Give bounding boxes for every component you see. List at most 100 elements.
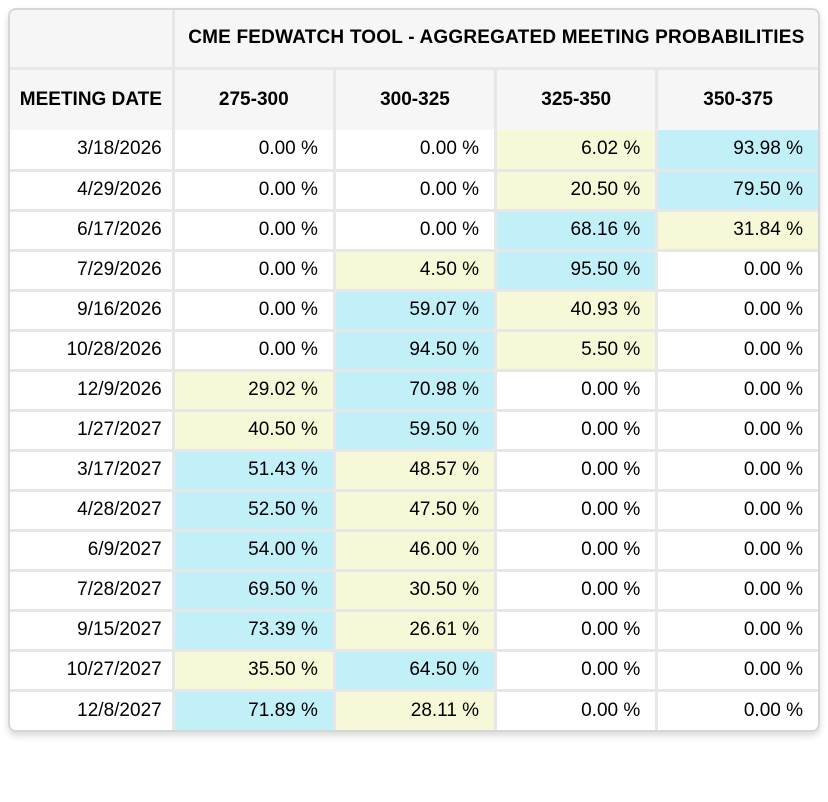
probability-cell: 0.00 %: [655, 368, 818, 412]
title-row: CME FEDWATCH TOOL - AGGREGATED MEETING P…: [10, 10, 818, 70]
probability-cell: 47.50 %: [332, 488, 498, 532]
probability-cell: 28.11 %: [332, 688, 498, 730]
probability-cell: 79.50 %: [655, 168, 818, 212]
probability-cell: 0.00 %: [655, 608, 818, 652]
column-header-meeting-date: MEETING DATE: [10, 66, 175, 130]
probability-cell: 64.50 %: [332, 648, 498, 692]
probability-cell: 70.98 %: [332, 368, 498, 412]
probability-cell: 35.50 %: [171, 648, 336, 692]
table-row: 3/18/2026 0.00 % 0.00 % 6.02 % 93.98 %: [10, 130, 818, 172]
probability-cell: 0.00 %: [494, 688, 659, 730]
table-row: 10/28/2026 0.00 % 94.50 % 5.50 % 0.00 %: [10, 328, 818, 372]
meeting-date-cell: 7/28/2027: [10, 568, 175, 612]
meeting-date-cell: 6/17/2026: [10, 208, 175, 252]
meeting-date-cell: 1/27/2027: [10, 408, 175, 452]
table-row: 12/9/2026 29.02 % 70.98 % 0.00 % 0.00 %: [10, 368, 818, 412]
probability-cell: 29.02 %: [171, 368, 336, 412]
table-row: 1/27/2027 40.50 % 59.50 % 0.00 % 0.00 %: [10, 408, 818, 452]
column-header-275-300: 275-300: [171, 66, 336, 130]
probability-cell: 95.50 %: [494, 248, 659, 292]
probability-cell: 71.89 %: [171, 688, 336, 730]
meeting-date-cell: 3/17/2027: [10, 448, 175, 492]
probability-cell: 69.50 %: [171, 568, 336, 612]
table-title: CME FEDWATCH TOOL - AGGREGATED MEETING P…: [171, 10, 818, 70]
probability-cell: 0.00 %: [655, 288, 818, 332]
probability-cell: 0.00 %: [655, 408, 818, 452]
probability-cell: 0.00 %: [494, 408, 659, 452]
probability-cell: 0.00 %: [494, 488, 659, 532]
corner-cell: [10, 10, 175, 70]
table-row: 4/28/2027 52.50 % 47.50 % 0.00 % 0.00 %: [10, 488, 818, 532]
probability-cell: 0.00 %: [494, 568, 659, 612]
meeting-date-cell: 9/16/2026: [10, 288, 175, 332]
table-row: 3/17/2027 51.43 % 48.57 % 0.00 % 0.00 %: [10, 448, 818, 492]
probability-cell: 52.50 %: [171, 488, 336, 532]
probability-cell: 48.57 %: [332, 448, 498, 492]
probability-cell: 68.16 %: [494, 208, 659, 252]
column-header-350-375: 350-375: [655, 66, 818, 130]
probability-cell: 5.50 %: [494, 328, 659, 372]
column-header-300-325: 300-325: [332, 66, 498, 130]
probability-cell: 26.61 %: [332, 608, 498, 652]
table-row: 9/16/2026 0.00 % 59.07 % 40.93 % 0.00 %: [10, 288, 818, 332]
table-row: 6/9/2027 54.00 % 46.00 % 0.00 % 0.00 %: [10, 528, 818, 572]
table-row: 4/29/2026 0.00 % 0.00 % 20.50 % 79.50 %: [10, 168, 818, 212]
probability-cell: 0.00 %: [171, 248, 336, 292]
probability-cell: 4.50 %: [332, 248, 498, 292]
meeting-date-cell: 3/18/2026: [10, 130, 175, 172]
meeting-date-cell: 12/8/2027: [10, 688, 175, 730]
column-header-325-350: 325-350: [494, 66, 659, 130]
probability-cell: 0.00 %: [494, 608, 659, 652]
probability-cell: 59.07 %: [332, 288, 498, 332]
probability-cell: 0.00 %: [494, 448, 659, 492]
probability-cell: 40.93 %: [494, 288, 659, 332]
probability-cell: 40.50 %: [171, 408, 336, 452]
probability-cell: 0.00 %: [494, 368, 659, 412]
meeting-date-cell: 9/15/2027: [10, 608, 175, 652]
meeting-probabilities-table: CME FEDWATCH TOOL - AGGREGATED MEETING P…: [10, 10, 818, 730]
probability-cell: 0.00 %: [171, 168, 336, 212]
meeting-date-cell: 10/27/2027: [10, 648, 175, 692]
table-row: 7/29/2026 0.00 % 4.50 % 95.50 % 0.00 %: [10, 248, 818, 292]
probability-cell: 54.00 %: [171, 528, 336, 572]
probability-cell: 0.00 %: [171, 328, 336, 372]
meeting-date-cell: 6/9/2027: [10, 528, 175, 572]
table-row: 6/17/2026 0.00 % 0.00 % 68.16 % 31.84 %: [10, 208, 818, 252]
probability-cell: 59.50 %: [332, 408, 498, 452]
table-row: 7/28/2027 69.50 % 30.50 % 0.00 % 0.00 %: [10, 568, 818, 612]
probability-cell: 0.00 %: [171, 130, 336, 172]
probability-cell: 6.02 %: [494, 130, 659, 172]
probability-cell: 0.00 %: [655, 248, 818, 292]
probability-cell: 0.00 %: [655, 328, 818, 372]
probability-cell: 46.00 %: [332, 528, 498, 572]
probability-cell: 0.00 %: [171, 288, 336, 332]
meeting-date-cell: 10/28/2026: [10, 328, 175, 372]
probability-cell: 73.39 %: [171, 608, 336, 652]
probability-cell: 31.84 %: [655, 208, 818, 252]
probability-cell: 30.50 %: [332, 568, 498, 612]
probability-cell: 0.00 %: [171, 208, 336, 252]
meeting-date-cell: 4/29/2026: [10, 168, 175, 212]
probability-cell: 0.00 %: [655, 688, 818, 730]
probability-cell: 0.00 %: [332, 168, 498, 212]
meeting-date-cell: 7/29/2026: [10, 248, 175, 292]
probability-cell: 0.00 %: [655, 448, 818, 492]
probability-cell: 0.00 %: [655, 528, 818, 572]
probability-cell: 0.00 %: [332, 208, 498, 252]
meeting-date-cell: 4/28/2027: [10, 488, 175, 532]
table-row: 9/15/2027 73.39 % 26.61 % 0.00 % 0.00 %: [10, 608, 818, 652]
table-row: 10/27/2027 35.50 % 64.50 % 0.00 % 0.00 %: [10, 648, 818, 692]
probability-cell: 0.00 %: [494, 528, 659, 572]
probability-cell: 20.50 %: [494, 168, 659, 212]
probability-cell: 0.00 %: [655, 648, 818, 692]
fedwatch-probabilities-table: CME FEDWATCH TOOL - AGGREGATED MEETING P…: [8, 8, 820, 732]
probability-cell: 51.43 %: [171, 448, 336, 492]
probability-cell: 93.98 %: [655, 130, 818, 172]
column-header-row: MEETING DATE 275-300 300-325 325-350 350…: [10, 66, 818, 130]
meeting-date-cell: 12/9/2026: [10, 368, 175, 412]
table-row: 12/8/2027 71.89 % 28.11 % 0.00 % 0.00 %: [10, 688, 818, 730]
probability-cell: 0.00 %: [655, 568, 818, 612]
probability-cell: 0.00 %: [494, 648, 659, 692]
probability-cell: 94.50 %: [332, 328, 498, 372]
probability-cell: 0.00 %: [332, 130, 498, 172]
